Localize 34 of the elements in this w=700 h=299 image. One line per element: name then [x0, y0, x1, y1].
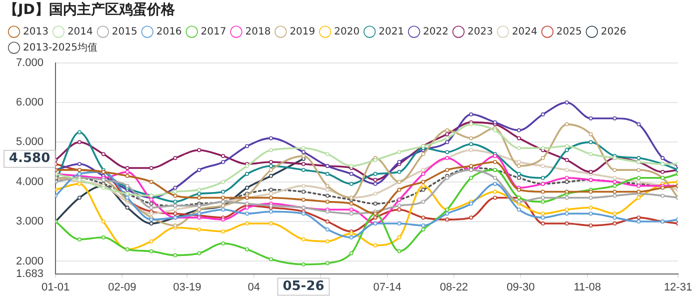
text: 05-26 — [282, 279, 324, 294]
chart-title: 【JD】国内主产区鸡蛋价格 — [4, 1, 176, 18]
x-tick-label: 07-14 — [373, 281, 402, 294]
legend-label: 2014 — [67, 26, 93, 38]
legend-label: 2026 — [600, 26, 626, 38]
legend-label: 2022 — [423, 26, 448, 38]
text: 4.580 — [9, 151, 50, 166]
x-tick-label: 03-19 — [173, 281, 202, 294]
legend-label: 2018 — [245, 26, 271, 38]
legend-label: 2017 — [200, 26, 226, 38]
legend-label: 2015 — [112, 26, 138, 38]
x-tick-label: 04 — [248, 281, 260, 294]
x-tick-label: 11-08 — [574, 281, 602, 294]
legend-label: 2013 — [23, 26, 48, 38]
legend-label: 2025 — [556, 26, 582, 38]
legend-label: 2019 — [290, 26, 316, 38]
legend-label: 2021 — [378, 26, 404, 38]
legend-label: 2023 — [467, 26, 493, 38]
y-tick-label: 4.000 — [16, 176, 44, 188]
legend-label: 2013-2025均值 — [23, 41, 98, 54]
x-tick-label: 08-22 — [440, 281, 468, 294]
y-tick-label: 5.000 — [16, 136, 44, 148]
x-tick-label: 09-30 — [506, 281, 535, 294]
legend-label: 2024 — [512, 26, 538, 38]
x-tick-label: 12-31 — [664, 281, 692, 294]
legend-label: 2016 — [156, 26, 182, 38]
y-tick-label: 7.000 — [16, 56, 44, 69]
x-tick-label: 02-09 — [108, 281, 136, 294]
y-tick-label: 2.000 — [16, 255, 44, 268]
legend-label: 2020 — [334, 26, 360, 38]
y-tick-label: 1.683 — [16, 268, 44, 280]
x-tick-label: 01-01 — [41, 281, 70, 294]
y-tick-label: 3.000 — [16, 216, 44, 228]
y-tick-label: 6.000 — [16, 96, 44, 109]
